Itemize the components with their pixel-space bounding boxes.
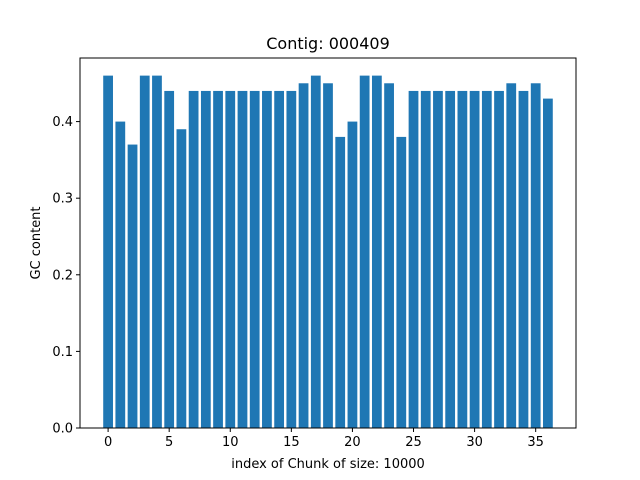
bar-25 <box>408 90 419 428</box>
bar-31 <box>481 90 492 428</box>
bar-14 <box>274 90 285 428</box>
x-axis-title: index of Chunk of size: 10000 <box>231 457 425 472</box>
bar-21 <box>359 75 370 429</box>
x-tick-label: 30 <box>466 435 483 450</box>
bar-33 <box>506 83 517 428</box>
bar-1 <box>115 121 126 428</box>
bar-7 <box>188 90 199 428</box>
x-tick-label: 35 <box>527 435 544 450</box>
bar-19 <box>335 136 346 428</box>
x-axis-ticks: 0 5 10 15 20 25 30 35 <box>104 428 544 450</box>
bar-3 <box>139 75 150 429</box>
bar-27 <box>433 90 443 428</box>
bar-28 <box>445 90 456 428</box>
bar-4 <box>152 75 162 429</box>
x-tick-label: 5 <box>165 435 173 450</box>
bar-5 <box>164 90 175 428</box>
bar-17 <box>310 75 321 429</box>
bar-20 <box>347 121 358 428</box>
bar-30 <box>469 90 480 428</box>
x-tick-label: 15 <box>283 435 300 450</box>
y-tick-label: 0.0 <box>52 422 73 437</box>
bar-15 <box>286 90 297 428</box>
bar-8 <box>200 90 211 428</box>
bar-6 <box>176 129 187 429</box>
y-tick-label: 0.4 <box>52 115 73 130</box>
bar-22 <box>371 75 382 429</box>
bar-26 <box>420 90 431 428</box>
bar-32 <box>494 90 504 428</box>
bar-24 <box>396 136 407 428</box>
bar-23 <box>384 83 394 428</box>
bar-29 <box>457 90 468 428</box>
x-tick-label: 0 <box>104 435 112 450</box>
y-tick-label: 0.1 <box>52 345 73 360</box>
plot-frame <box>79 57 577 429</box>
y-axis-title: GC content <box>29 206 44 279</box>
bar-18 <box>323 83 333 428</box>
bar-13 <box>262 90 272 428</box>
x-tick-label: 10 <box>222 435 239 450</box>
bar-34 <box>518 90 529 428</box>
bar-2 <box>127 144 138 428</box>
bar-10 <box>225 90 236 428</box>
y-tick-label: 0.2 <box>52 268 73 283</box>
chart-title: Contig: 000409 <box>266 34 390 53</box>
bar-36 <box>543 98 553 428</box>
bar-12 <box>249 90 260 428</box>
y-axis-ticks: 0.0 0.1 0.2 0.3 0.4 <box>52 115 80 437</box>
bar-9 <box>213 90 223 428</box>
bar-11 <box>237 90 248 428</box>
bar-35 <box>530 83 541 428</box>
bar-16 <box>298 83 309 428</box>
x-tick-label: 20 <box>344 435 361 450</box>
x-tick-label: 25 <box>405 435 422 450</box>
bar-0 <box>103 75 113 429</box>
bars-group <box>103 75 553 429</box>
y-tick-label: 0.3 <box>52 192 73 207</box>
